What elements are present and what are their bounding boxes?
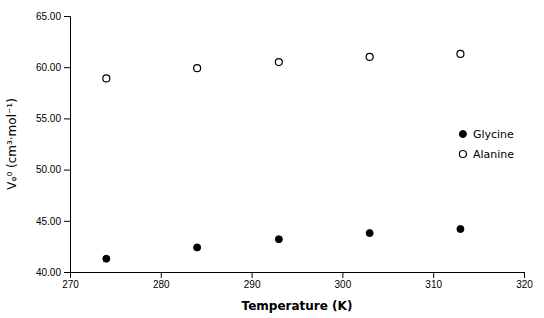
- y-axis-title: Vᵩ⁰ (cm³·mol⁻¹): [5, 98, 19, 190]
- legend-label: Glycine: [473, 128, 514, 141]
- x-tick: 300: [335, 272, 352, 290]
- legend-symbol: [459, 131, 466, 138]
- series: [103, 225, 464, 262]
- y-tick-mark: [64, 170, 70, 171]
- x-axis-title: Temperature (K): [242, 299, 353, 313]
- y-tick: 65.00: [36, 11, 70, 22]
- x-tick-label: 300: [335, 279, 352, 290]
- y-tick-mark: [64, 67, 70, 68]
- x-tick-label: 290: [244, 279, 261, 290]
- y-tick-mark: [64, 272, 70, 273]
- y-tick-label: 60.00: [36, 62, 61, 73]
- x-tick-mark: [524, 272, 525, 278]
- point: [275, 236, 282, 243]
- y-tick-mark: [64, 221, 70, 222]
- x-tick: 310: [425, 272, 442, 290]
- point: [366, 230, 373, 237]
- y-tick: 45.00: [36, 216, 70, 227]
- legend: Glycine Alanine: [459, 128, 514, 161]
- y-tick-label: 50.00: [36, 164, 61, 175]
- axis-line: [64, 17, 71, 273]
- legend-symbol: [459, 151, 466, 158]
- y-tick-mark: [64, 118, 70, 119]
- y-axis: 40.00 45.00 50.00 55.00 60.00 65.00: [36, 11, 71, 278]
- point: [457, 225, 464, 232]
- plot: 270 280 290 300 310 320 40.00 45.00 50.00 55.00 60…: [36, 11, 533, 290]
- x-tick: 290: [244, 272, 261, 290]
- point: [194, 65, 201, 72]
- y-tick-label: 65.00: [36, 11, 61, 22]
- y-tick-label: 45.00: [36, 216, 61, 227]
- y-tick: 40.00: [36, 267, 70, 278]
- y-tick: 60.00: [36, 62, 70, 73]
- x-tick: 280: [153, 272, 170, 290]
- series: [103, 50, 464, 82]
- y-tick-label: 55.00: [36, 113, 61, 124]
- point: [194, 244, 201, 251]
- x-tick-label: 270: [62, 279, 79, 290]
- y-tick-mark: [64, 16, 70, 17]
- y-tick: 50.00: [36, 164, 70, 175]
- x-tick-label: 320: [516, 279, 533, 290]
- axis-line: [71, 273, 525, 279]
- x-tick-label: 280: [153, 279, 170, 290]
- x-tick-mark: [252, 272, 253, 278]
- point: [275, 59, 282, 66]
- point: [366, 53, 373, 60]
- point: [103, 75, 110, 82]
- x-tick-label: 310: [425, 279, 442, 290]
- legend-item: Glycine: [459, 128, 514, 141]
- marks: [103, 50, 464, 262]
- chart: 270 280 290 300 310 320 40.00 45.00 50.00 55.00 60…: [0, 0, 544, 318]
- x-tick-mark: [342, 272, 343, 278]
- x-tick-mark: [161, 272, 162, 278]
- y-tick: 55.00: [36, 113, 70, 124]
- legend-label: Alanine: [473, 148, 514, 161]
- point: [457, 50, 464, 57]
- x-tick: 320: [516, 272, 533, 290]
- y-tick-label: 40.00: [36, 267, 61, 278]
- x-tick-mark: [433, 272, 434, 278]
- legend-item: Alanine: [459, 148, 514, 161]
- x-axis: 270 280 290 300 310 320: [62, 272, 533, 290]
- x-tick: 270: [62, 272, 79, 290]
- point: [103, 255, 110, 262]
